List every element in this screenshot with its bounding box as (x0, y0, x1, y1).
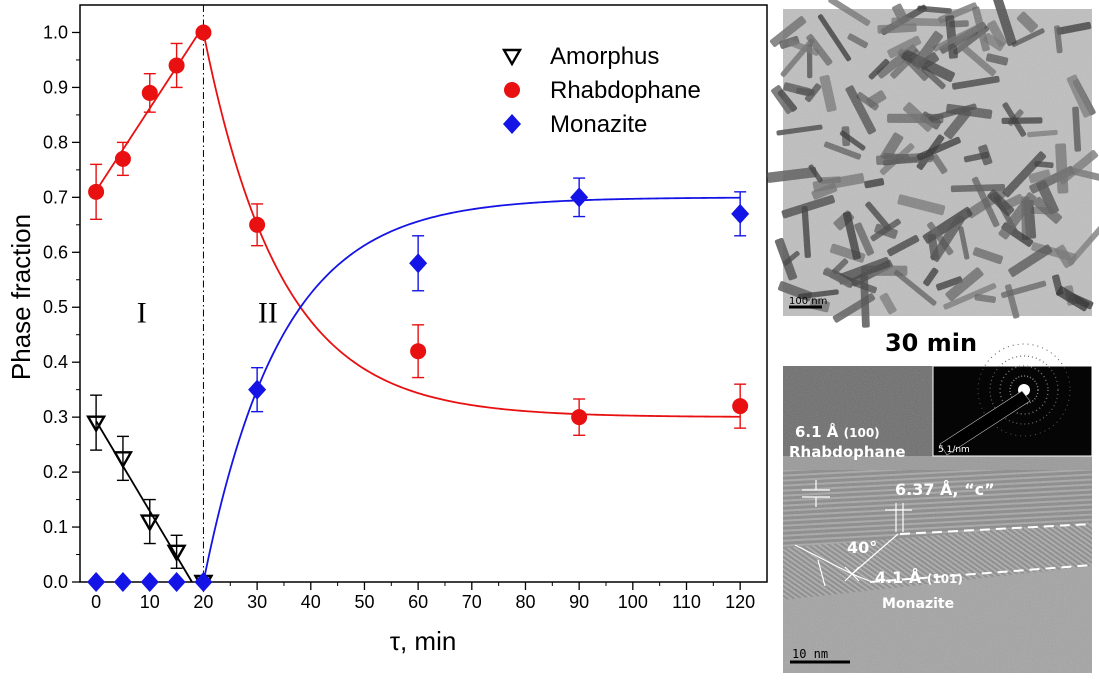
legend-marker-amorphus (501, 48, 523, 67)
rhabdophane-point (571, 409, 588, 426)
y-tick-label: 0.8 (43, 132, 68, 152)
rhabdophane-point (410, 343, 427, 360)
rhabdophane-point (195, 24, 212, 41)
x-tick-label: 80 (515, 592, 535, 612)
monazite-label: Monazite (882, 596, 954, 612)
legend-marker-rhabdophane (504, 82, 520, 98)
x-tick-label: 60 (408, 592, 428, 612)
legend-label-amorphus: Amorphus (550, 43, 659, 70)
rhabdophane-point (114, 150, 131, 167)
error-bars (90, 42, 747, 569)
phase-fraction-chart: 0 10 20 30 40 50 60 70 80 90 100 110 120 0.0 0.1 0.2 0.3… (6, 4, 768, 656)
monazite-point (194, 572, 213, 592)
region-label: I (137, 297, 147, 330)
monazite-point (570, 187, 589, 208)
x-tick-label: 40 (301, 592, 321, 612)
x-axis-title: τ, min (390, 626, 457, 656)
interface-dashed-lines (869, 523, 1093, 583)
rhabdophane-spacing: 6.1 Å (100) (795, 422, 880, 441)
monazite-spacing: 4.1 Å (101) (875, 568, 963, 587)
y-tick-label: 0.3 (43, 407, 68, 427)
monazite-point (140, 572, 159, 592)
c-spacing-label: 6.37 Å, “c” (895, 480, 995, 499)
hrtem-image-panel: 5 1/nm 6.1 Å (100) Rhabdophane 6.37 Å, “… (783, 343, 1093, 673)
tem-image-panel: 100 nm (766, 0, 1099, 328)
rhabdophane-point (141, 84, 158, 101)
region-label: II (258, 297, 278, 330)
y-tick-label: 0.4 (43, 352, 68, 372)
y-tick-label: 0.6 (43, 242, 68, 262)
monazite-point (409, 253, 428, 274)
legend-marker-monazite (503, 114, 521, 134)
legend-label-rhabdophane: Rhabdophane (550, 77, 701, 104)
amorphus-point (166, 544, 187, 563)
y-axis-title: Phase fraction (6, 214, 36, 380)
y-tick-label: 0.2 (43, 462, 68, 482)
rhabdophane-point (249, 216, 266, 233)
rhabdophane-point (168, 57, 185, 74)
fit-curves (95, 25, 741, 583)
time-caption: 30 min (885, 329, 977, 357)
c-spacing-marker (802, 480, 912, 532)
x-tick-label: 70 (462, 592, 482, 612)
rhabdophane-point (88, 183, 105, 200)
y-tick-label: 0.7 (43, 187, 68, 207)
monazite-point (731, 203, 750, 224)
angle-label: 40° (847, 538, 877, 557)
x-tick-label: 100 (618, 592, 648, 612)
x-tick-label: 30 (247, 592, 267, 612)
angle-marker (794, 533, 899, 587)
plot-frame (79, 4, 768, 583)
x-tick-label: 50 (354, 592, 374, 612)
x-tick-label: 110 (672, 592, 701, 612)
amorphus-point (139, 514, 160, 532)
x-tick-label: 20 (193, 592, 213, 612)
rhabdophane-point (732, 398, 749, 415)
axes: 0 10 20 30 40 50 60 70 80 90 100 110 120 0.0 0.1 0.2 0.3… (43, 22, 755, 612)
monazite-point (167, 572, 186, 592)
rhabdophane-label: Rhabdophane (789, 443, 906, 461)
monazite-point (248, 379, 267, 400)
amorphus-point (86, 415, 107, 434)
rhabdophane-decay-fit (202, 32, 741, 418)
x-tick-label: 90 (569, 592, 589, 612)
saed-inset: 5 1/nm (932, 343, 1093, 457)
hrtem-scale-label: 10 nm (792, 647, 828, 661)
y-tick-label: 0.0 (43, 572, 68, 592)
y-tick-label: 0.9 (43, 77, 68, 97)
y-tick-label: 0.1 (43, 517, 68, 537)
y-tick-label: 1.0 (43, 22, 68, 42)
monazite-growth-fit (202, 196, 741, 583)
legend-label-monazite: Monazite (550, 111, 647, 138)
saed-scale-label: 5 1/nm (938, 445, 970, 455)
tem-noise (783, 9, 1092, 316)
monazite-point (87, 572, 106, 592)
legend: Amorphus Rhabdophane Monazite (501, 43, 701, 138)
tem-scale-label: 100 nm (789, 296, 827, 307)
region-labels: I II (137, 297, 278, 330)
x-tick-label: 0 (91, 592, 101, 612)
x-tick-label: 10 (140, 592, 160, 612)
y-tick-label: 0.5 (43, 297, 68, 317)
x-tick-label: 120 (725, 592, 755, 612)
monazite-point (113, 572, 132, 592)
amorphus-point (112, 451, 134, 469)
data-markers (86, 24, 750, 593)
